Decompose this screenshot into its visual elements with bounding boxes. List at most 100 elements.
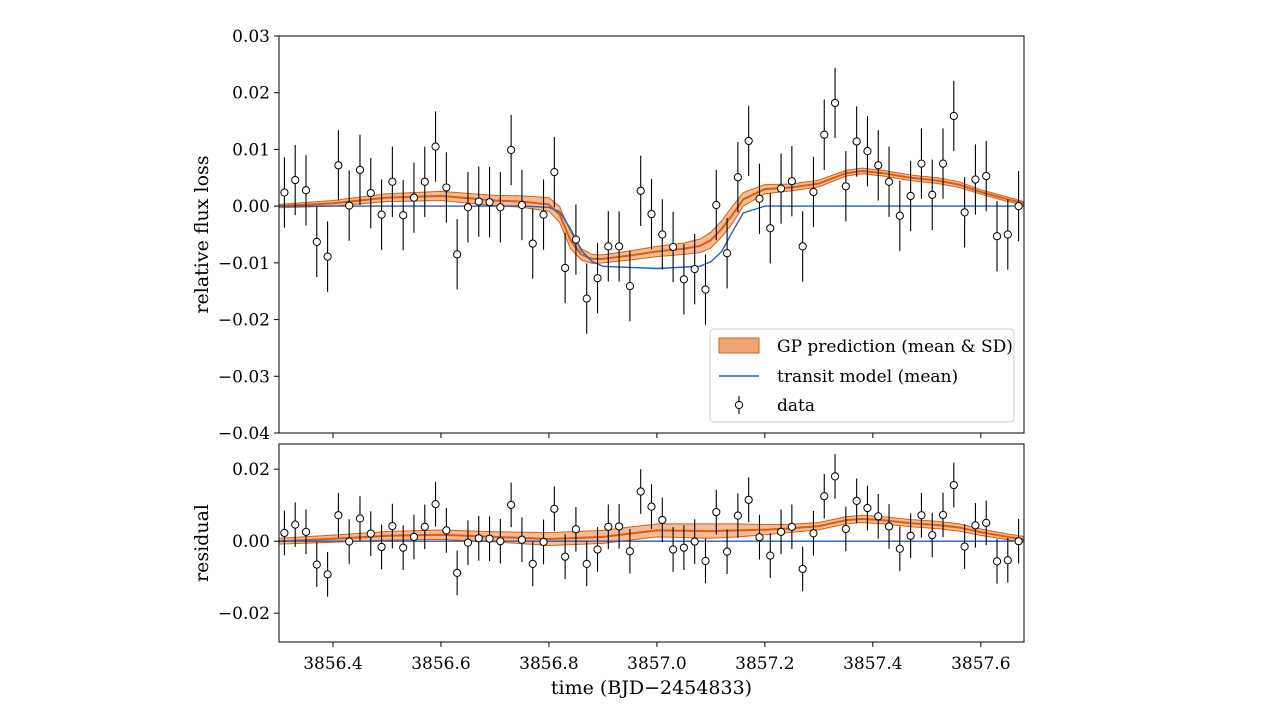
data-point [766,224,775,233]
data-point [507,145,516,155]
data-point [463,203,473,212]
x-tick-label: 3856.6 [411,654,470,674]
data-point [550,504,559,513]
data-point [453,568,462,577]
data-point [593,545,602,554]
data-point [366,188,375,198]
data-point [982,518,991,527]
data-point [1003,556,1012,565]
data-point [528,559,537,568]
y-tick-label: 0.00 [232,197,270,217]
data-point [755,194,764,203]
data-point [938,510,948,520]
data-point [798,242,807,251]
data-point [517,200,527,210]
data-point [960,208,969,217]
data-point [874,512,883,521]
legend: GP prediction (mean & SD) transit model (… [709,328,1015,423]
data-point [938,159,948,168]
y-tick-label: −0.01 [218,254,270,274]
data-point [636,186,645,195]
data-point [312,560,321,569]
data-point [701,556,710,566]
x-tick-label: 3857.6 [951,654,1010,674]
data-point [668,242,678,252]
data-point [949,480,958,490]
data-point [334,161,343,170]
data-point [420,522,429,531]
data-point [841,524,850,534]
top-plot-area [279,67,1024,334]
data-point [733,173,742,182]
data-point [561,552,570,561]
legend-gp-swatch [718,337,760,354]
x-tick-label: 3857.4 [843,654,902,674]
data-point [906,191,915,201]
x-tick-label: 3857.0 [627,654,686,674]
data-point [431,500,440,509]
x-tick-label: 3857.2 [735,654,794,674]
data-point [971,175,980,184]
data-point [550,168,559,177]
data-point [604,242,613,251]
data-point [722,249,732,258]
data-point [291,520,300,529]
top-y-axis-label: relative flux loss [191,155,213,313]
data-point [312,237,321,246]
data-point [625,547,635,556]
legend-data-label: data [777,396,815,416]
data-point [798,564,807,574]
data-point [906,531,915,540]
data-point [571,525,581,534]
data-point [474,534,483,543]
data-point [485,198,494,207]
data-point [820,492,829,501]
data-point [884,177,894,186]
data-point [830,98,840,108]
data-point [453,250,462,259]
data-point [496,537,505,546]
data-point [1014,537,1023,546]
data-point [517,535,527,544]
data-point [323,252,332,261]
data-point [442,526,451,535]
data-point [355,514,365,523]
data-point [431,142,440,151]
gp-sd-band [279,167,1024,264]
data-point [485,534,494,543]
data-point [323,570,332,579]
data-point [712,507,721,517]
data-point [863,147,872,156]
data-point [442,183,451,192]
data-point [334,511,343,520]
data-point [658,230,667,239]
top-panel: −0.04 −0.03 −0.02 −0.01 0.00 0.01 0.02 0.03 rela… [191,27,1025,444]
data-point [744,136,753,146]
data-point [863,503,872,513]
y-tick-label: −0.03 [218,367,270,387]
y-tick-label: 0.01 [232,140,270,160]
data-point [1014,202,1023,211]
x-tick-label: 3856.8 [519,654,578,674]
data-point [420,177,429,186]
y-tick-label: −0.02 [218,311,270,331]
data-point [301,527,311,536]
y-tick-label: 0.02 [232,460,270,480]
data-point [647,209,656,219]
top-axes-frame [278,35,1025,434]
data-point [971,521,980,530]
data-point [874,161,883,170]
data-point [755,533,764,542]
data-point [852,137,861,146]
legend-gp-label: GP prediction (mean & SD) [777,337,1013,357]
data-point [604,522,613,531]
x-tick-label: 3856.4 [303,654,362,674]
data-point [809,187,818,197]
data-point [280,188,289,197]
data-point [679,275,688,284]
bottom-axes-frame [278,443,1025,643]
data-point [291,175,300,185]
data-point [366,529,375,538]
y-tick-label: −0.04 [218,424,270,444]
